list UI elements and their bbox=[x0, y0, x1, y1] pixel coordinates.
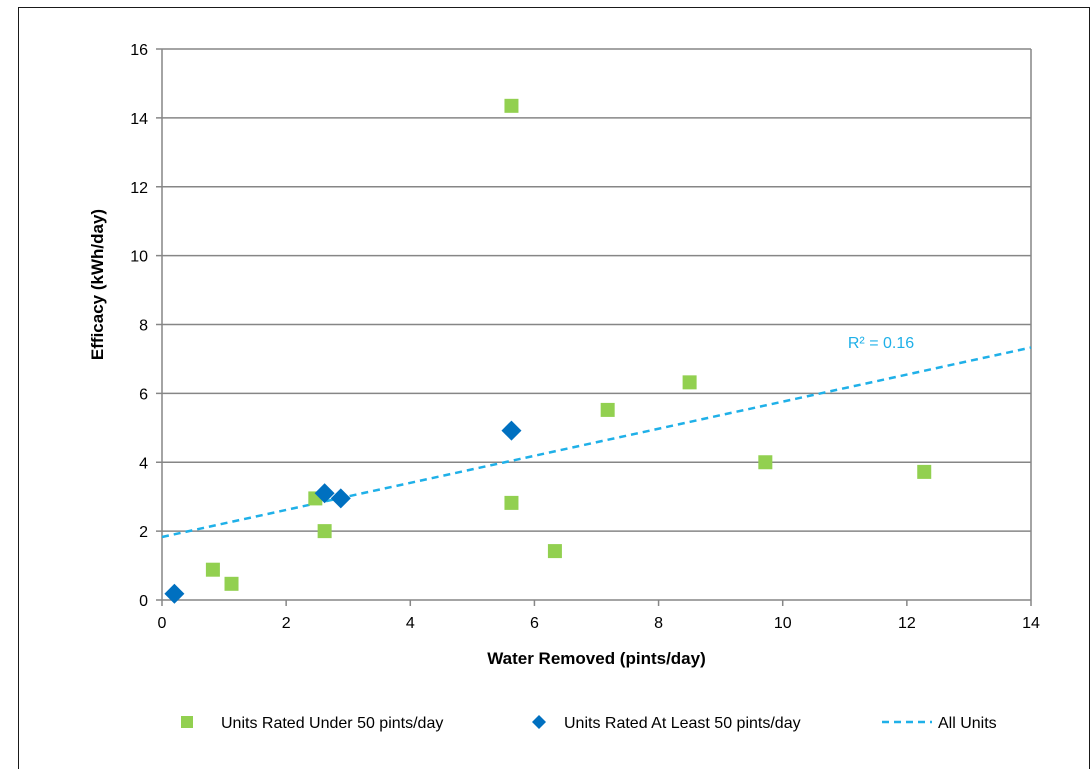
data-point-at-least-50 bbox=[164, 583, 185, 604]
data-point-at-least-50 bbox=[501, 420, 522, 441]
data-point-under-50 bbox=[917, 464, 932, 479]
data-point-under-50 bbox=[317, 524, 332, 539]
y-tick-label: 6 bbox=[139, 386, 148, 403]
data-point-under-50 bbox=[224, 576, 239, 591]
legend-marker-at-least-50 bbox=[532, 715, 546, 729]
y-tick-label: 4 bbox=[139, 455, 148, 472]
data-point-under-50 bbox=[547, 544, 562, 559]
scatter-chart: 0 2 4 6 8 10 12 14 16 0 2 4 6 8 10 12 14 Water Removed (p… bbox=[88, 42, 1040, 732]
x-axis-title: Water Removed (pints/day) bbox=[487, 649, 706, 668]
x-tick-label: 2 bbox=[282, 615, 291, 632]
x-tick-label: 10 bbox=[774, 615, 792, 632]
data-point-at-least-50 bbox=[314, 483, 335, 504]
y-tick-label: 16 bbox=[130, 42, 148, 59]
legend-label-at-least-50: Units Rated At Least 50 pints/day bbox=[564, 715, 801, 732]
legend-label-under-50: Units Rated Under 50 pints/day bbox=[221, 715, 443, 732]
legend-marker-under-50 bbox=[181, 716, 193, 728]
y-tick-label: 14 bbox=[130, 111, 148, 128]
data-point-under-50 bbox=[682, 375, 697, 390]
y-tick-label: 8 bbox=[139, 318, 148, 335]
trendline-all-units bbox=[161, 346, 1032, 539]
x-tick-label: 12 bbox=[898, 615, 916, 632]
data-point-under-50 bbox=[758, 455, 773, 470]
data-point-under-50 bbox=[504, 98, 519, 113]
data-point-under-50 bbox=[600, 402, 615, 417]
y-axis-title: Efficacy (kWh/day) bbox=[88, 209, 107, 360]
data-point-under-50 bbox=[205, 562, 220, 577]
chart-title-banner bbox=[0, 0, 1092, 7]
y-tick-label: 0 bbox=[139, 593, 148, 610]
data-point-at-least-50 bbox=[330, 488, 351, 509]
x-tick-label: 0 bbox=[158, 615, 167, 632]
y-tick-label: 10 bbox=[130, 249, 148, 266]
y-tick-label: 12 bbox=[130, 180, 148, 197]
x-tick-label: 8 bbox=[654, 615, 663, 632]
x-tick-label: 6 bbox=[530, 615, 539, 632]
x-tick-label: 14 bbox=[1022, 615, 1040, 632]
legend-label-all-units: All Units bbox=[938, 715, 997, 732]
r-squared-label: R² = 0.16 bbox=[848, 335, 914, 352]
y-tick-label: 2 bbox=[139, 524, 148, 541]
chart-frame: 0 2 4 6 8 10 12 14 16 0 2 4 6 8 10 12 14 Water Removed (p… bbox=[18, 7, 1090, 769]
x-tick-label: 4 bbox=[406, 615, 415, 632]
data-point-under-50 bbox=[504, 495, 519, 510]
